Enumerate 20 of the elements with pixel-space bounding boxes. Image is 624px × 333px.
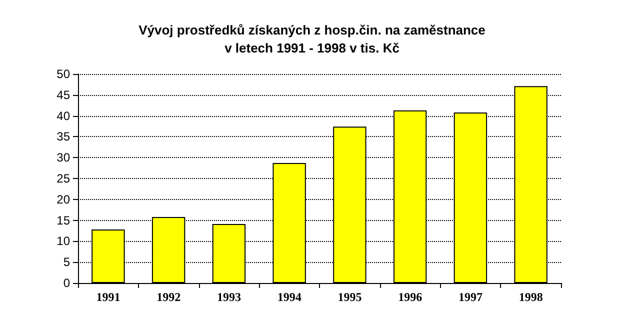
y-tick-label: 35 bbox=[56, 130, 70, 144]
x-tick-label: 1996 bbox=[398, 290, 422, 304]
y-tick-label: 10 bbox=[56, 234, 70, 248]
x-tick-label: 1997 bbox=[458, 290, 482, 304]
y-tick-label: 50 bbox=[56, 67, 70, 81]
y-tick-label: 5 bbox=[63, 255, 70, 270]
y-tick-label: 45 bbox=[56, 88, 70, 102]
chart-title: Vývoj prostředků získaných z hosp.čin. na zaměstnance v letech 1991 - 1998 v tis. Kč bbox=[138, 22, 486, 56]
x-tick-label: 1992 bbox=[156, 290, 181, 304]
x-tick-label: 1993 bbox=[216, 290, 241, 304]
x-tick-label: 1991 bbox=[96, 290, 120, 304]
x-tick-label: 1995 bbox=[338, 290, 362, 304]
y-tick-label: 15 bbox=[56, 213, 70, 228]
y-tick-label: 0 bbox=[63, 276, 70, 290]
y-tick-label: 30 bbox=[56, 150, 70, 165]
y-tick-label: 20 bbox=[56, 192, 70, 206]
y-tick-label: 25 bbox=[56, 172, 70, 186]
y-tick-label: 40 bbox=[56, 108, 70, 123]
x-tick-label: 1994 bbox=[277, 290, 302, 304]
x-tick-label: 1998 bbox=[518, 290, 543, 304]
